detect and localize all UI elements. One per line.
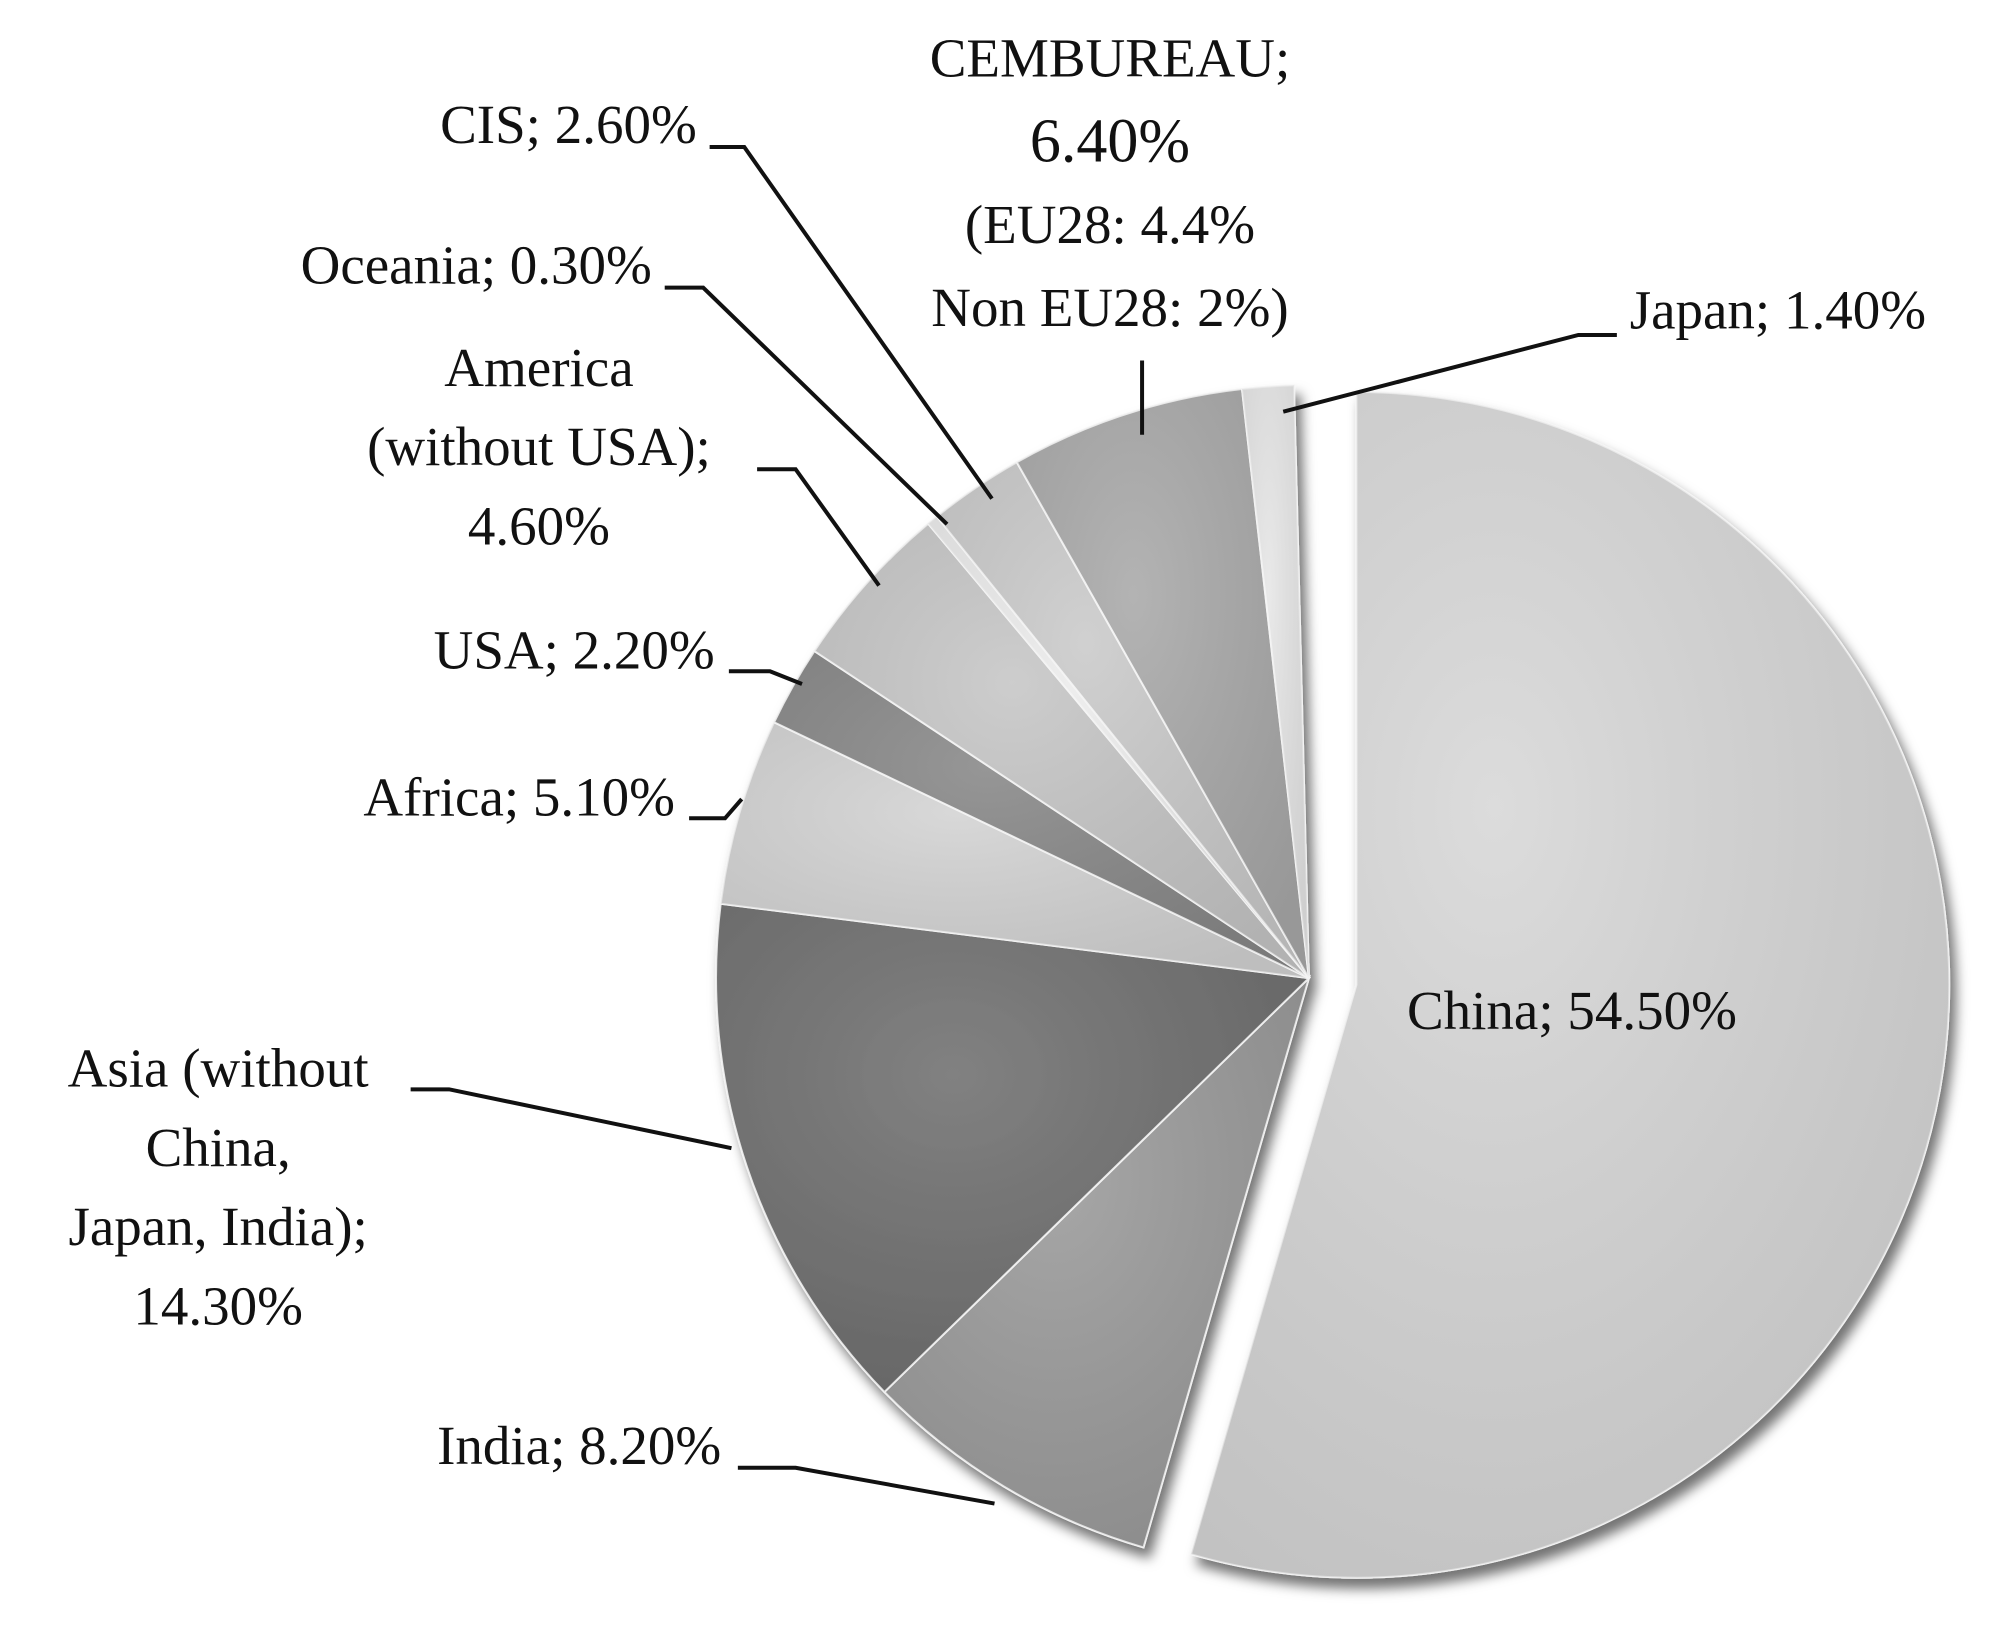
slice-label: America <box>444 337 633 398</box>
leader-line <box>1282 332 1617 414</box>
slice-label: 6.40% <box>1030 107 1190 175</box>
slice-label: CEMBUREAU; <box>930 28 1291 89</box>
slice-label: CIS; 2.60% <box>440 94 697 155</box>
leader-line <box>757 467 881 587</box>
slice-label: Non EU28: 2%) <box>931 277 1288 338</box>
slice-label: Japan, India); <box>68 1196 367 1257</box>
slice-label: (EU28: 4.4% <box>965 194 1255 255</box>
leader-line <box>410 1087 732 1151</box>
leader-line <box>709 145 994 500</box>
slice-label: Oceania; 0.30% <box>301 235 652 296</box>
slice-label: India; 8.20% <box>437 1415 721 1476</box>
slice-label: Africa; 5.10% <box>363 767 675 828</box>
slice-label: Japan; 1.40% <box>1630 279 1926 340</box>
slice-label: China, <box>146 1117 291 1178</box>
leader-line <box>689 797 744 821</box>
slice-label: Asia (without <box>68 1038 369 1099</box>
leader-line <box>737 1465 995 1506</box>
slice-label-inside: China; 54.50% <box>1407 980 1737 1041</box>
slice-label: (without USA); <box>367 416 711 477</box>
slice-label: 4.60% <box>468 496 610 557</box>
labels: China; 54.50% India; 8.20% Asia (without Ch… <box>68 28 1926 1506</box>
leader-line <box>728 669 803 686</box>
pie <box>715 384 1951 1579</box>
leader-line <box>664 285 949 526</box>
slice-label: 14.30% <box>133 1275 303 1336</box>
slice-label: USA; 2.20% <box>434 620 715 681</box>
